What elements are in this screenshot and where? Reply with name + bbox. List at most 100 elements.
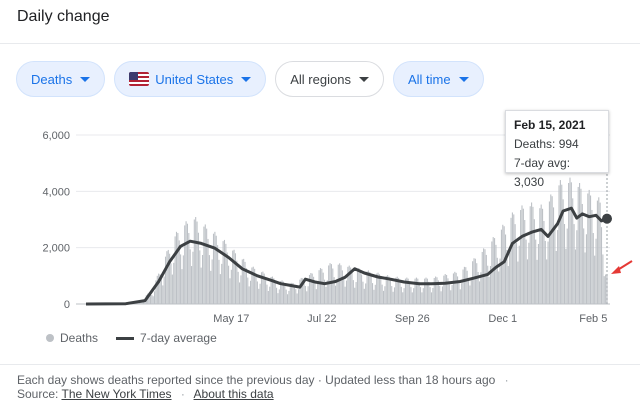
death-bar [195,217,197,304]
death-bar [441,286,444,304]
death-bar [158,273,160,304]
metric-dropdown[interactable]: Deaths [16,61,106,97]
death-bar [533,219,535,304]
death-bar [603,276,605,304]
source-label: Source: [17,387,59,401]
death-bar [432,287,434,304]
death-bar [149,293,151,304]
death-bar [295,289,297,304]
death-bar [297,289,300,304]
death-bar [163,276,165,304]
death-bar [180,254,182,304]
death-bar [330,264,332,304]
death-bar [531,202,533,304]
death-bar [415,277,417,304]
death-bar [196,221,198,304]
death-bar [554,228,556,304]
death-bar [550,194,552,304]
death-bar [555,250,557,304]
death-bar [286,294,289,304]
daily-deaths-chart[interactable]: 6,000 4,000 2,000 0 May 17 Jul 22 Sep 26 Dec 1… [0,100,640,330]
death-bar [207,238,209,304]
death-bar [428,281,430,304]
death-bar [225,243,227,304]
death-bar [315,289,317,304]
death-bar [191,266,193,304]
death-bar [211,259,213,304]
death-bar [473,258,475,304]
death-bar [395,277,397,304]
death-bar [143,301,145,304]
death-bar [474,258,476,304]
death-bar [596,200,598,304]
death-bar [317,283,319,304]
death-bar [600,227,603,304]
death-bar [422,288,424,304]
death-bar [324,279,326,304]
country-dropdown[interactable]: United States [114,61,267,97]
death-bar [351,272,353,304]
death-bar [517,261,519,304]
death-bar [241,259,243,304]
seven-day-average-line [85,206,608,306]
death-bar [365,283,367,304]
chart-footer: Each day shows deaths reported since the… [0,364,640,401]
time-range-dropdown[interactable]: All time [392,61,484,97]
death-bar [332,268,334,304]
death-bar [358,268,360,304]
about-data-link[interactable]: About this data [193,387,274,401]
death-bar [435,276,437,304]
region-dropdown-label: All regions [290,71,351,87]
death-bar [260,272,263,304]
death-bar [417,278,419,304]
death-bar [256,281,258,304]
death-bar [576,230,578,304]
death-bar [537,243,539,304]
death-bar [411,292,413,304]
death-bar [343,278,345,304]
death-bar [337,264,339,304]
death-bar [181,269,183,304]
death-bar [558,185,560,304]
death-bar [444,274,446,304]
chart-tooltip: Feb 15, 2021 Deaths: 994 7-day avg: 3,03… [505,110,609,189]
death-bar [345,280,348,304]
death-bar [318,270,320,304]
death-bar [325,286,327,304]
death-bar [322,272,324,304]
death-bar [454,271,456,304]
region-dropdown[interactable]: All regions [275,61,384,97]
death-bar [347,266,349,304]
death-bar [584,252,586,304]
death-bar [232,250,234,304]
death-bar [154,291,156,304]
death-bar [583,228,585,304]
death-bar [385,275,387,304]
country-dropdown-label: United States [155,71,234,87]
death-bar [424,278,426,304]
card-header: Daily change [0,0,640,44]
death-bar [356,269,359,304]
bar-legend-swatch [46,334,54,342]
death-bar [182,255,184,304]
death-bar [148,292,150,304]
hover-point [602,213,612,224]
death-bar [155,280,157,304]
death-bar [303,280,305,304]
death-bar [170,263,172,304]
death-bar [495,244,497,304]
death-bar [529,206,531,304]
death-bar [300,277,302,304]
death-bar [174,236,176,304]
death-bar [518,245,520,304]
x-tick-label: Jul 22 [307,313,336,325]
death-bar [374,284,376,304]
death-bar [589,195,592,304]
death-bar [588,189,590,304]
death-bar [472,261,474,304]
death-bar [546,259,548,304]
death-bar [552,207,555,304]
source-link[interactable]: The New York Times [61,387,172,401]
death-bar [448,284,450,304]
death-bar [577,186,579,304]
